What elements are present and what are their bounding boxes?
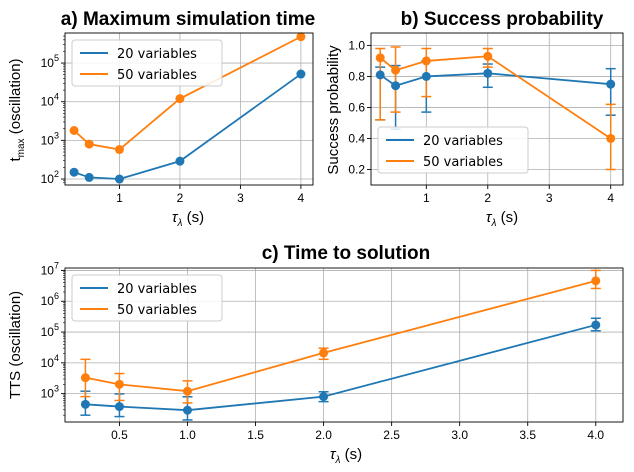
panel-a-series-1-point-1 bbox=[84, 139, 94, 149]
panel-b-ytick-label-3: 0.8 bbox=[348, 69, 365, 83]
panel-b-ytick-label-2: 0.6 bbox=[348, 100, 365, 114]
panel-c-ytick-label-0: 103 bbox=[41, 384, 59, 401]
panel-b-legend-label-1: 50 variables bbox=[423, 155, 503, 170]
panel-c-xtick-label-2: 1.5 bbox=[247, 428, 264, 442]
panel-c-legend-label-0: 20 variables bbox=[117, 282, 197, 297]
panel-b-series-1-line bbox=[379, 55, 612, 140]
panel-b-xtick-label-3: 4 bbox=[607, 191, 614, 205]
panel-c-xtick-label-7: 4.0 bbox=[587, 428, 604, 442]
panel-b-series-1-point-2 bbox=[421, 56, 431, 66]
panel-c-series-0-point-4 bbox=[591, 320, 601, 330]
panel-b-ytick-label-4: 1.0 bbox=[348, 38, 365, 52]
panel-c-xtick-label-6: 3.5 bbox=[519, 428, 536, 442]
panel-c-frame bbox=[64, 267, 624, 423]
panel-b-series-0-point-4 bbox=[606, 79, 616, 89]
panel-a-legend: 20 variables 50 variables bbox=[71, 39, 223, 87]
panel-c-ylabel: TTS (oscillation) bbox=[7, 291, 24, 399]
panel-b-series-1-errorbar-1 bbox=[390, 46, 401, 113]
panel-b-series-1-point-1 bbox=[391, 65, 401, 75]
panel-a-ticks: 1 2 3 4 102 103 104 105 bbox=[41, 35, 305, 205]
panel-b-ticks: 1 2 3 4 0.2 0.4 0.6 0.8 1.0 bbox=[348, 38, 614, 205]
panel-c-ytick-label-4: 107 bbox=[41, 260, 59, 277]
panel-c-series-0-line bbox=[85, 324, 597, 412]
panel-a-series-0-point-2 bbox=[114, 174, 124, 184]
panel-c-xtick-label-1: 1.0 bbox=[179, 428, 196, 442]
panel-c-series-1-point-3 bbox=[319, 348, 329, 358]
panel-b: b) Success probability 1 2 3 40.20.40.60.81… bbox=[325, 9, 624, 229]
panel-a-series-1-point-0 bbox=[69, 126, 79, 136]
panel-c: c) Time to solution 0.5 1.0 1.5 2.0 2.5 3.0 3.… bbox=[7, 243, 624, 466]
panel-a-ylabel: tmax (oscillation) bbox=[7, 58, 27, 161]
panel-b-legend: 20 variables 50 variables bbox=[377, 126, 529, 174]
panel-c-series-1-point-2 bbox=[182, 386, 192, 396]
panel-a-ytick-label-3: 105 bbox=[41, 53, 59, 70]
panel-b-legend-box bbox=[377, 126, 529, 174]
panel-a-frame bbox=[64, 32, 314, 186]
panel-b-frame bbox=[370, 32, 624, 186]
panel-c-legend-label-1: 50 variables bbox=[117, 303, 197, 318]
panel-c-xtick-label-0: 0.5 bbox=[111, 428, 128, 442]
panel-c-series-1-point-0 bbox=[80, 373, 90, 383]
panel-a: a) Maximum simulation time 1 2 3 4 102 103 104… bbox=[7, 9, 315, 229]
panel-c-xtick-label-3: 2.0 bbox=[315, 428, 332, 442]
panel-a-series-1-point-2 bbox=[114, 145, 124, 155]
panel-b-series-0-point-2 bbox=[421, 71, 431, 81]
panel-a-series-1-point-3 bbox=[175, 94, 185, 104]
panel-c-xtick-label-5: 3.0 bbox=[451, 428, 468, 442]
panel-a-xtick-label-0: 1 bbox=[116, 191, 123, 205]
panel-b-series-1-point-4 bbox=[606, 133, 616, 143]
panel-c-series-0-point-2 bbox=[182, 405, 192, 415]
panel-c-xlabel: τλ (s) bbox=[330, 446, 362, 466]
panel-c-title: c) Time to solution bbox=[262, 243, 431, 264]
panel-a-xtick-label-1: 2 bbox=[177, 191, 184, 205]
panel-b-series-1-point-0 bbox=[375, 53, 385, 63]
panel-c-legend-box bbox=[71, 274, 223, 322]
panel-a-series-0-line bbox=[73, 73, 302, 180]
panel-b-legend-label-0: 20 variables bbox=[423, 134, 503, 149]
panel-c-series-1-point-1 bbox=[114, 379, 124, 389]
panel-c-ytick-label-1: 104 bbox=[41, 353, 59, 370]
panel-b-xtick-label-0: 1 bbox=[423, 191, 430, 205]
panel-c-xtick-label-4: 2.5 bbox=[383, 428, 400, 442]
panel-b-series-0-point-0 bbox=[375, 70, 385, 80]
panel-a-legend-label-1: 50 variables bbox=[117, 68, 197, 83]
panel-b-xtick-label-2: 3 bbox=[546, 191, 553, 205]
panel-b-ytick-label-1: 0.4 bbox=[348, 131, 365, 145]
panel-c-series-0-point-0 bbox=[80, 399, 90, 409]
panel-a-series-0-point-3 bbox=[175, 156, 185, 166]
panel-b-ytick-label-0: 0.2 bbox=[348, 162, 365, 176]
panel-a-series-0-point-4 bbox=[296, 69, 306, 79]
panel-c-ytick-label-3: 106 bbox=[41, 291, 59, 308]
panel-b-series-1-point-3 bbox=[483, 51, 493, 61]
panel-a-xtick-label-3: 4 bbox=[298, 191, 305, 205]
panel-b-lines bbox=[375, 51, 616, 143]
panel-c-ytick-label-2: 105 bbox=[41, 322, 59, 339]
panel-a-ytick-label-1: 103 bbox=[41, 130, 59, 147]
panel-a-series-0-point-1 bbox=[84, 172, 94, 182]
panel-b-xlabel: τλ (s) bbox=[486, 209, 518, 229]
panel-a-title: a) Maximum simulation time bbox=[61, 9, 315, 30]
panel-c-series-1-point-4 bbox=[591, 276, 601, 286]
panel-b-ylabel: Success probability bbox=[325, 45, 342, 175]
panel-a-series-0-point-0 bbox=[69, 167, 79, 177]
panel-c-lines bbox=[80, 276, 601, 415]
panel-a-legend-label-0: 20 variables bbox=[117, 47, 197, 62]
panel-c-series-0-point-1 bbox=[114, 402, 124, 412]
panel-a-series-1-point-4 bbox=[296, 32, 306, 42]
panel-b-series-0-point-1 bbox=[391, 81, 401, 91]
panel-a-xtick-label-2: 3 bbox=[237, 191, 244, 205]
panel-a-xlabel: τλ (s) bbox=[172, 209, 204, 229]
panel-b-series-0-line bbox=[379, 72, 611, 87]
panel-b-title: b) Success probability bbox=[401, 9, 604, 30]
panel-b-xtick-label-1: 2 bbox=[484, 191, 491, 205]
panel-a-ytick-label-2: 104 bbox=[41, 92, 59, 109]
panel-c-legend: 20 variables 50 variables bbox=[71, 274, 223, 322]
panel-a-legend-box bbox=[71, 39, 223, 87]
panel-a-ytick-label-0: 102 bbox=[41, 169, 59, 186]
panel-b-series-0-point-3 bbox=[483, 68, 493, 78]
panel-c-series-0-point-3 bbox=[319, 392, 329, 402]
